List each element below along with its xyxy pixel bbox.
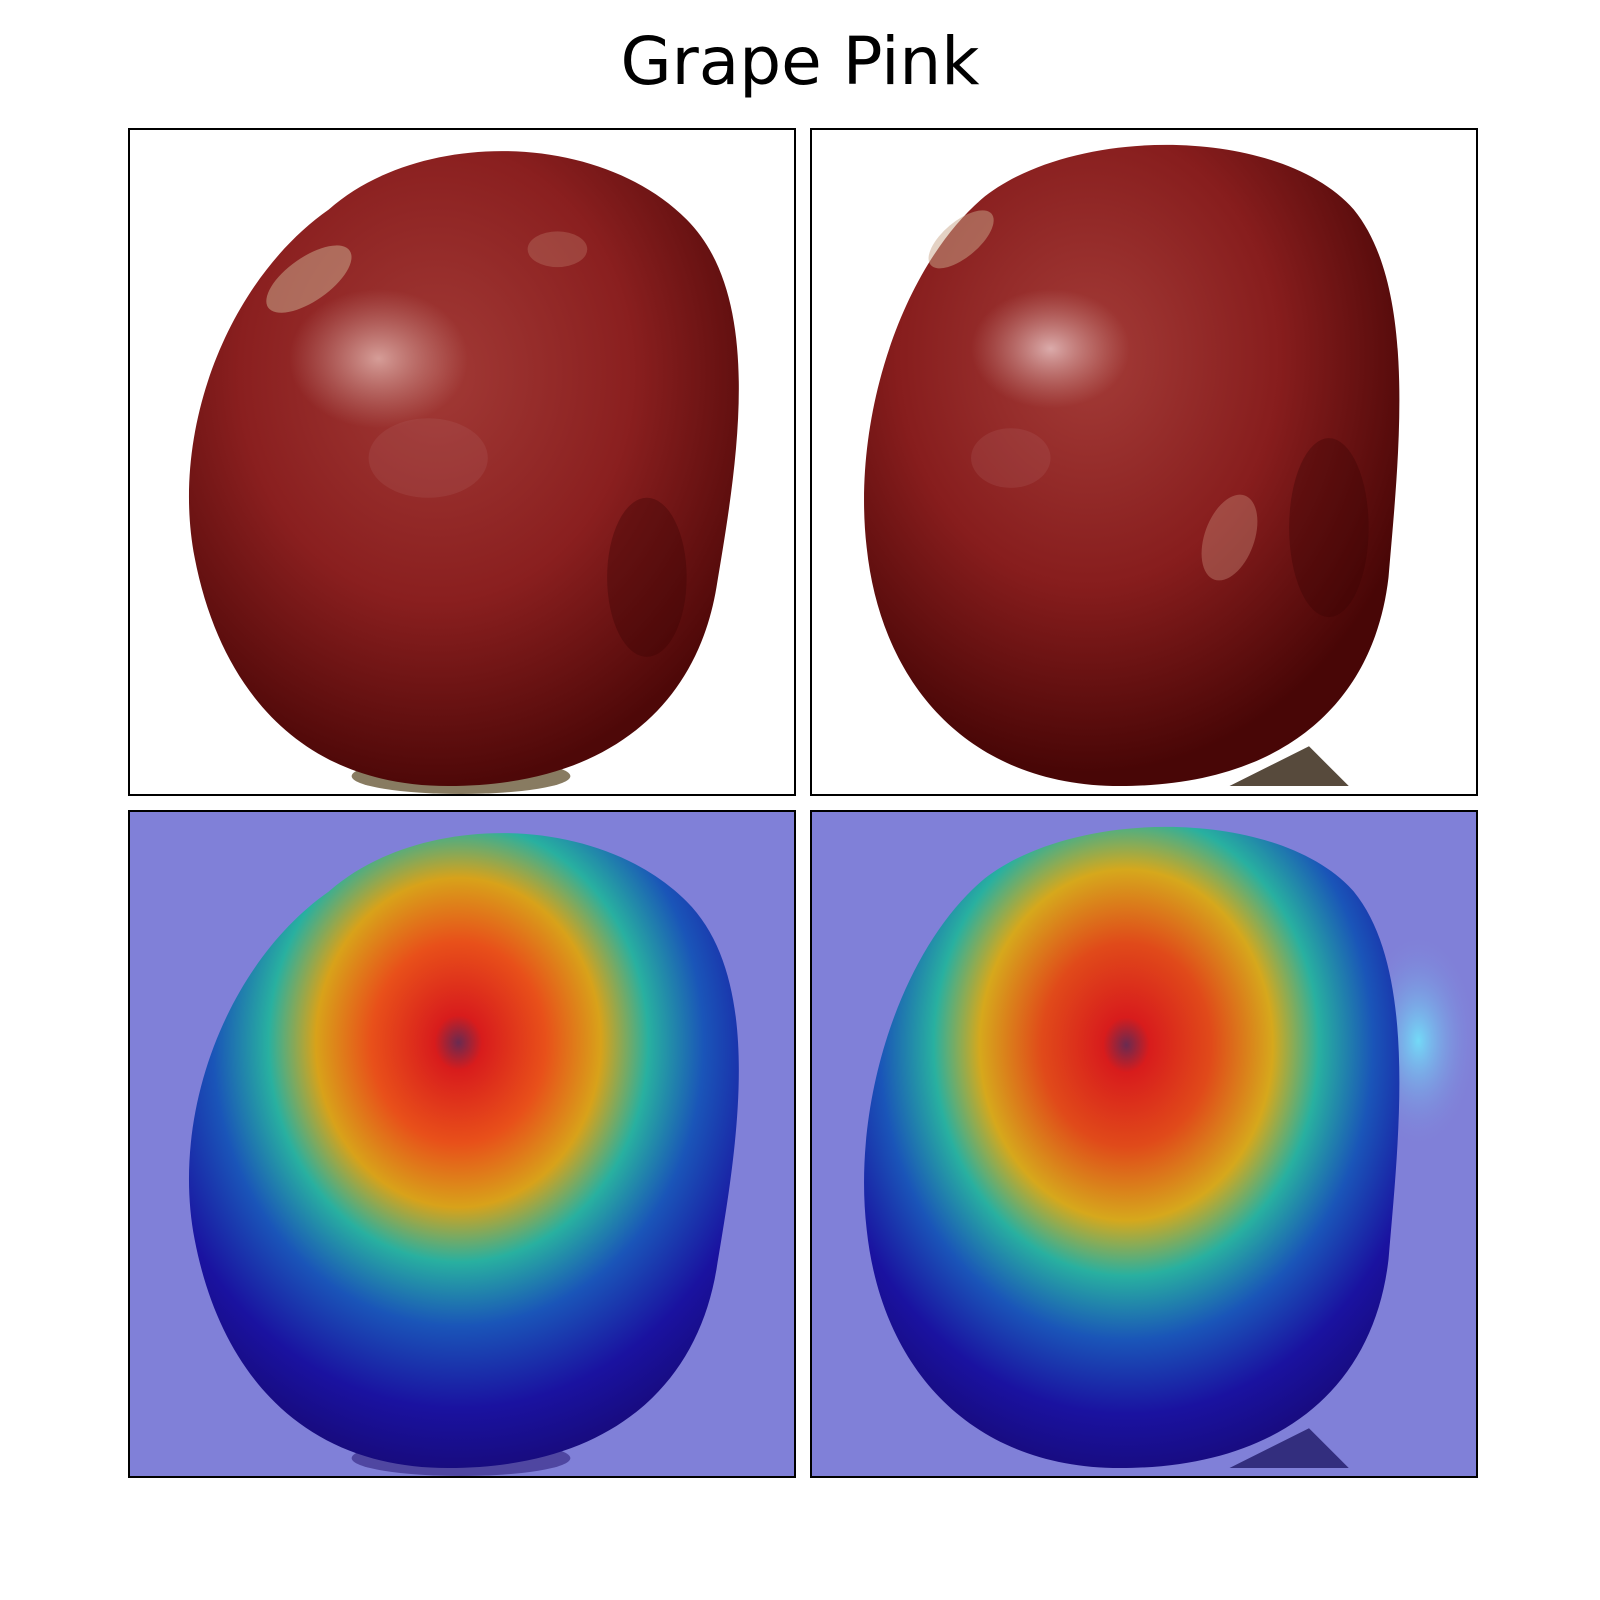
grape-photo-left-image [130, 130, 794, 794]
grape-heatmap-right [810, 810, 1478, 1478]
grape-heatmap-left [128, 810, 796, 1478]
grape-heatmap-left-image [130, 812, 794, 1476]
grape-photo-right-image [812, 130, 1476, 794]
grape-photo-left [128, 128, 796, 796]
grape-heatmap-right-image [812, 812, 1476, 1476]
grape-photo-right [810, 128, 1478, 796]
figure-title: Grape Pink [620, 23, 980, 100]
